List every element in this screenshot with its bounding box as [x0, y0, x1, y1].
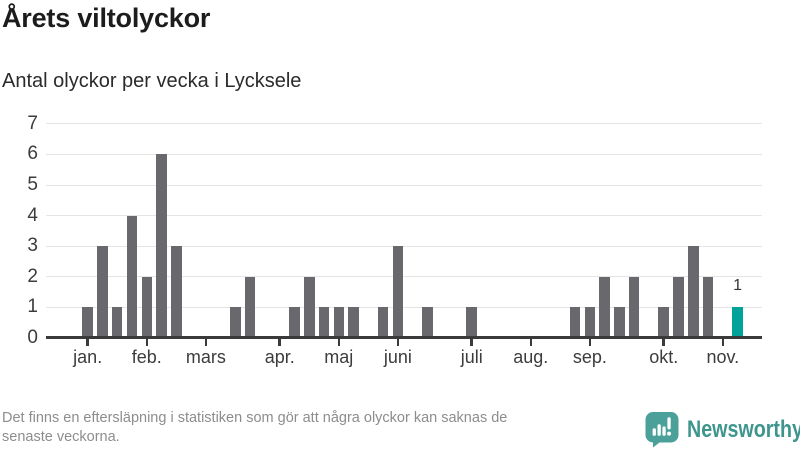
- bar-week-38: [628, 276, 640, 338]
- footnote: Det finns en eftersläpning i statistiken…: [2, 409, 634, 447]
- x-axis-label-aug: aug.: [513, 347, 549, 367]
- bar-week-7: [171, 246, 182, 338]
- x-tick-maj: [337, 338, 341, 346]
- bar-week-3: [111, 307, 123, 338]
- bar-week-35: [584, 307, 596, 338]
- gridline-y6: [46, 153, 762, 155]
- x-axis-label-feb: feb.: [131, 347, 162, 367]
- footnote-line-1: Det finns en eftersläpning i statistiken…: [2, 410, 508, 426]
- bar-week-37: [614, 307, 625, 338]
- x-axis-label-maj: maj: [324, 347, 354, 367]
- newsworthy-logo[interactable]: Newsworthy: [645, 411, 800, 448]
- bar-week-41: [673, 276, 684, 338]
- highlight-value-label: 1: [733, 277, 743, 295]
- y-axis-label-1: 1: [27, 296, 38, 318]
- bar-week-1: [82, 307, 93, 338]
- bar-week-21: [377, 307, 389, 338]
- gridline-y4: [46, 215, 762, 217]
- bar-week-12: [244, 276, 256, 338]
- x-axis-label-juli: juli: [460, 347, 483, 367]
- footnote-line-2: senaste veckorna.: [2, 429, 120, 445]
- y-axis-label-2: 2: [27, 265, 38, 287]
- bar-week-11: [230, 307, 241, 338]
- bar-week-42: [688, 246, 699, 338]
- bar-week-43: [702, 276, 714, 338]
- x-tick-okt: [662, 338, 665, 346]
- x-axis-label-juni: juni: [383, 347, 412, 367]
- bar-week-45: [732, 307, 743, 338]
- x-tick-aug: [529, 338, 533, 346]
- bar-week-24: [422, 307, 433, 338]
- x-tick-sep: [588, 338, 592, 346]
- bar-week-16: [304, 276, 315, 338]
- newsworthy-logo-icon: [645, 412, 679, 448]
- newsworthy-logo-text: Newsworthy: [687, 416, 800, 443]
- chart-subtitle: Antal olyckor per vecka i Lycksele: [2, 70, 302, 92]
- y-axis-label-0: 0: [27, 327, 38, 348]
- chart-title: Årets viltolyckor: [2, 3, 211, 33]
- bar-week-4: [126, 215, 138, 338]
- x-tick-juli: [470, 338, 473, 346]
- gridline-y7: [46, 123, 762, 125]
- gridline-y3: [46, 245, 762, 247]
- bar-week-2: [97, 246, 108, 338]
- x-axis-label-jan: jan.: [73, 347, 103, 367]
- y-axis-label-6: 6: [27, 143, 38, 165]
- y-axis-label-4: 4: [27, 204, 38, 226]
- x-axis-label-okt: okt.: [649, 347, 679, 367]
- x-tick-jan: [86, 338, 89, 346]
- x-tick-mars: [204, 338, 208, 346]
- bar-week-15: [289, 307, 300, 338]
- bar-week-27: [466, 307, 477, 338]
- bar-week-5: [141, 276, 153, 338]
- x-axis-label-mars: mars: [185, 347, 226, 367]
- gridline-y1: [46, 306, 762, 308]
- bar-week-17: [318, 307, 330, 338]
- bar-week-36: [599, 276, 610, 338]
- gridline-y2: [46, 276, 762, 278]
- bar-week-18: [333, 307, 345, 338]
- bar-week-22: [392, 246, 404, 338]
- gridline-y5: [46, 184, 762, 186]
- x-axis-label-apr: apr.: [264, 347, 295, 367]
- y-axis-label-7: 7: [27, 112, 38, 134]
- bar-week-6: [156, 154, 167, 338]
- bar-week-19: [348, 307, 359, 338]
- x-axis-label-nov: nov.: [706, 347, 740, 367]
- x-tick-juni: [396, 338, 400, 346]
- x-tick-feb: [145, 338, 149, 346]
- x-tick-nov: [721, 338, 725, 346]
- bar-week-34: [569, 307, 581, 338]
- y-axis-label-5: 5: [27, 174, 38, 195]
- x-tick-apr: [278, 338, 281, 346]
- bar-week-40: [658, 307, 669, 338]
- x-axis-line: [46, 336, 762, 339]
- x-axis-label-sep: sep.: [572, 347, 607, 367]
- y-axis-label-3: 3: [27, 235, 38, 257]
